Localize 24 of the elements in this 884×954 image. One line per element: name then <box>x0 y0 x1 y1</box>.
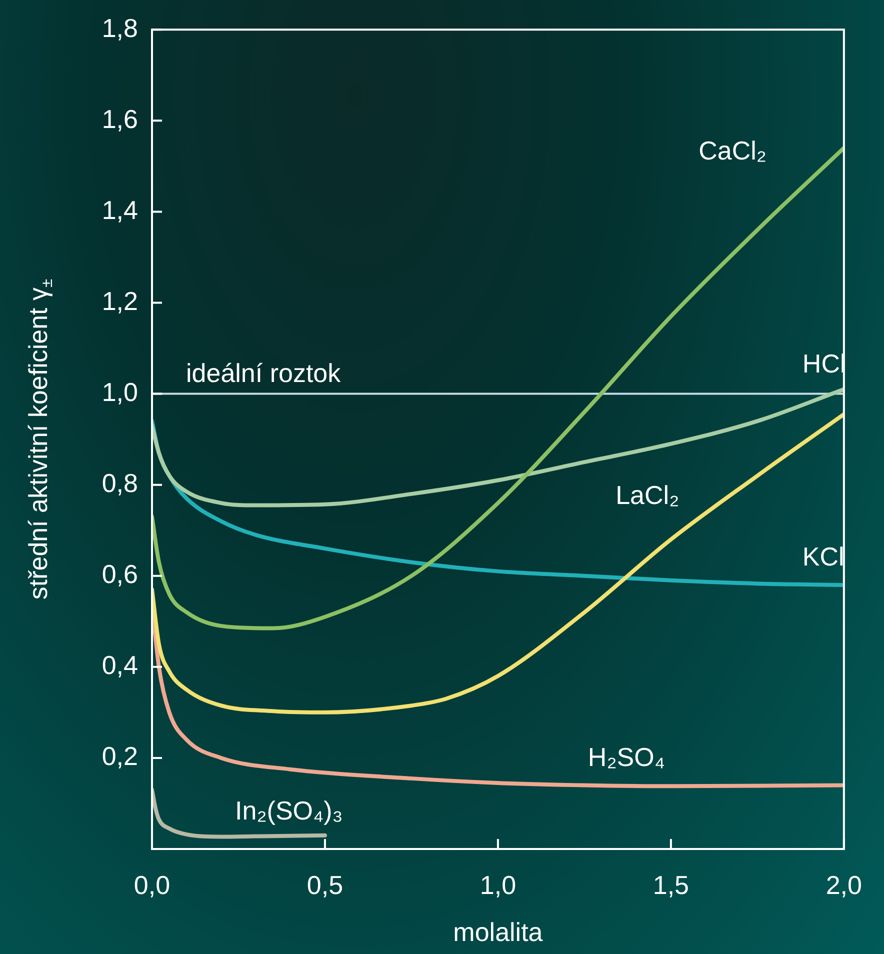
series-label: H₂SO₄ <box>588 742 665 772</box>
y-tick-label: 0,6 <box>102 559 138 590</box>
x-tick-label: 1,5 <box>652 870 690 900</box>
x-tick-label: 2,0 <box>826 870 862 900</box>
series-label: LaCl₂ <box>616 480 680 510</box>
x-tick-label: 1,0 <box>480 870 516 900</box>
y-tick-label: 0,8 <box>102 468 138 498</box>
y-tick-label: 1,8 <box>102 12 138 43</box>
y-tick-label: 1,0 <box>102 376 138 407</box>
y-tick-label: 1,2 <box>102 286 138 316</box>
line-series <box>152 387 844 508</box>
y-tick-label: 0,2 <box>102 741 138 772</box>
y-axis-title: střední aktivitní koeficient γ± <box>23 278 56 600</box>
y-tick-label: 1,6 <box>102 104 138 134</box>
line-series <box>152 412 844 714</box>
x-axis-title: molalita <box>453 917 544 948</box>
ref-line-label: ideální roztok <box>186 358 342 388</box>
series-label: In₂(SO₄)₃ <box>235 795 343 826</box>
series-label: KCl <box>802 541 844 572</box>
series-label: CaCl₂ <box>698 136 767 166</box>
x-tick-label: 0,0 <box>134 870 170 900</box>
x-tick-label: 0,5 <box>306 870 344 900</box>
y-tick-label: 0,4 <box>102 650 138 680</box>
y-tick-label: 1,4 <box>102 194 138 225</box>
